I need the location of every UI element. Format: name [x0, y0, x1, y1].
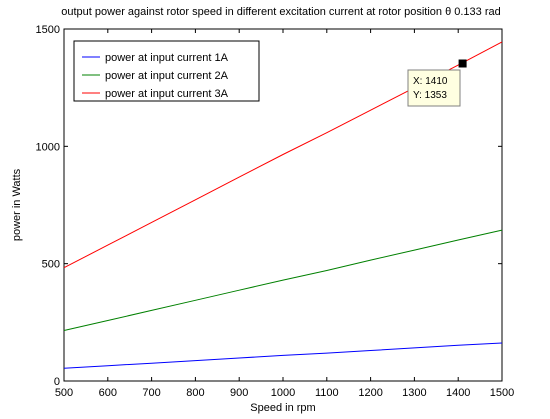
x-tick-label: 500: [55, 387, 73, 399]
datatip-marker[interactable]: [458, 59, 467, 68]
x-tick-label: 1500: [490, 387, 514, 399]
legend-entry-1a: power at input current 1A: [105, 52, 229, 64]
legend-box: [73, 40, 260, 102]
x-tick-label: 1100: [315, 387, 339, 399]
x-tick-label: 700: [142, 387, 160, 399]
y-tick-label: 1000: [36, 141, 60, 153]
legend-entry-3a: power at input current 3A: [105, 88, 229, 100]
x-tick-label: 1300: [402, 387, 426, 399]
datatip-y-label: Y: 1353: [413, 90, 447, 101]
y-tick-label: 1500: [36, 24, 60, 36]
x-tick-label: 1000: [271, 387, 295, 399]
legend-entry-2a: power at input current 2A: [105, 70, 229, 82]
datatip[interactable]: X: 1410 Y: 1353: [407, 59, 467, 107]
x-tick-label: 600: [99, 387, 117, 399]
y-tick-label: 0: [54, 376, 60, 388]
x-tick-label: 1400: [446, 387, 470, 399]
legend: power at input current 1A power at input…: [73, 40, 260, 102]
datatip-x-label: X: 1410: [413, 76, 448, 87]
x-tick-label: 800: [186, 387, 204, 399]
chart-title: output power against rotor speed in diff…: [61, 6, 500, 18]
datatip-box: [407, 69, 461, 107]
series-line-2: [63, 229, 503, 331]
y-tick-label: 500: [42, 259, 60, 271]
series-line-1: [63, 342, 503, 369]
axis-ticks: 500 600 700 800 900 1000 1100 1200 1300 1400 1500 0…: [36, 24, 515, 399]
x-axis-label: Speed in rpm: [250, 402, 315, 414]
x-tick-label: 1200: [358, 387, 382, 399]
y-axis-label: power in Watts: [11, 168, 23, 241]
x-tick-label: 900: [230, 387, 248, 399]
